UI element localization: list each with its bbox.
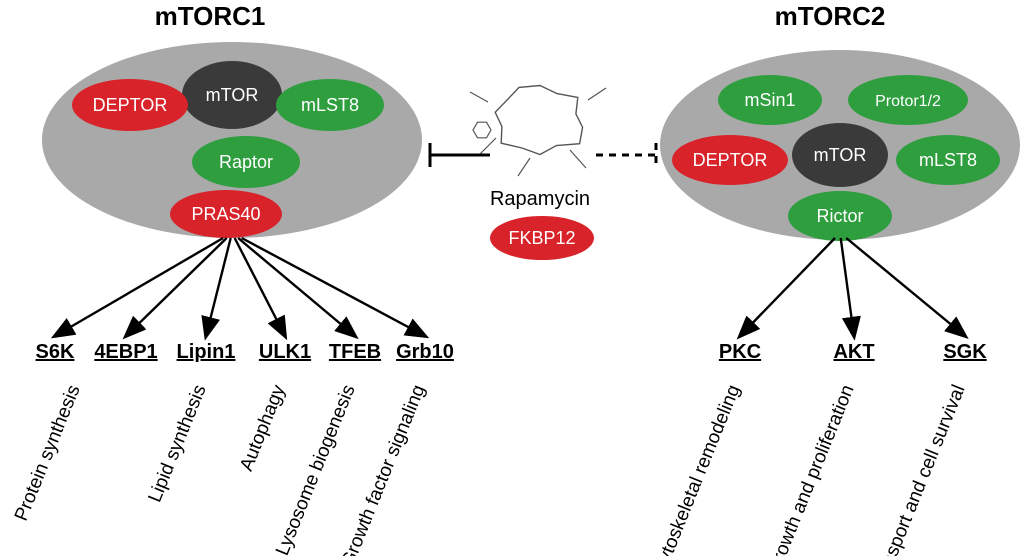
mTORC1-func-ULK1: Autophagy — [236, 382, 290, 475]
mTORC2-target-SGK: SGK — [943, 341, 987, 363]
svg-text:Lipid synthesis: Lipid synthesis — [144, 382, 210, 505]
node-mSin1-label: mSin1 — [744, 90, 795, 110]
node-FKBP12-label: FKBP12 — [508, 228, 575, 248]
mTORC2-arrow-SGK — [846, 238, 965, 336]
node-mTOR2-label: mTOR — [814, 145, 867, 165]
mTORC1-arrow-Grb10 — [242, 238, 425, 336]
mTORC1-target-Grb10: Grb10 — [396, 341, 454, 363]
node-DEPTOR-label: DEPTOR — [93, 95, 168, 115]
mTORC1-title: mTORC1 — [155, 1, 266, 31]
rapamycin-structure — [470, 86, 606, 177]
svg-text:Lysosome biogenesis: Lysosome biogenesis — [272, 382, 360, 556]
svg-text:Protein synthesis: Protein synthesis — [11, 382, 85, 524]
mTORC1-func-Lipin1: Lipid synthesis — [144, 382, 210, 505]
mTORC1-target-S6K: S6K — [36, 341, 75, 363]
mTORC1-arrow-Lipin1 — [206, 238, 231, 336]
mTORC1-target-TFEB: TFEB — [329, 341, 381, 363]
node-Protor-label: Protor1/2 — [875, 93, 941, 110]
mTORC2-func-AKT: Cell growth and proliferation — [751, 382, 859, 556]
node-PRAS40-label: PRAS40 — [191, 204, 260, 224]
mTORC2-title: mTORC2 — [775, 1, 886, 31]
rapamycin-label: Rapamycin — [490, 188, 590, 210]
mTORC1-arrow-ULK1 — [235, 238, 285, 336]
node-DEPTOR2-label: DEPTOR — [693, 150, 768, 170]
svg-text:Cell growth and proliferation: Cell growth and proliferation — [751, 382, 859, 556]
node-mLST8-label: mLST8 — [301, 95, 359, 115]
node-Raptor-label: Raptor — [219, 152, 273, 172]
mTORC1-func-S6K: Protein synthesis — [11, 382, 85, 524]
svg-text:Autophagy: Autophagy — [236, 382, 290, 475]
node-mLST8_2-label: mLST8 — [919, 150, 977, 170]
mTORC1-target-ULK1: ULK1 — [259, 341, 311, 363]
mTORC2-arrow-PKC — [740, 238, 835, 336]
mTORC1-arrow-TFEB — [238, 238, 355, 336]
node-Rictor-label: Rictor — [816, 206, 863, 226]
mTORC1-func-TFEB: Lysosome biogenesis — [272, 382, 360, 556]
node-mTOR-label: mTOR — [206, 85, 259, 105]
svg-text:Ion transport and cell surviva: Ion transport and cell survival — [858, 382, 970, 556]
svg-text:Cytoskeletal remodeling: Cytoskeletal remodeling — [649, 382, 744, 556]
diagram-canvas: mTORC1 mTOR DEPTOR mLST8 Raptor PRAS40 mTORC2 m… — [0, 0, 1024, 556]
mTORC2-target-PKC: PKC — [719, 341, 761, 363]
mTORC1-arrow-S6K — [55, 238, 223, 336]
mTORC2-func-SGK: Ion transport and cell survival — [858, 382, 970, 556]
mTORC2-arrow-AKT — [841, 238, 854, 336]
mTORC2-func-PKC: Cytoskeletal remodeling — [649, 382, 744, 556]
mTORC1-target-Lipin1: Lipin1 — [177, 341, 236, 363]
mTORC2-target-AKT: AKT — [833, 341, 874, 363]
mTORC1-target-4EBP1: 4EBP1 — [94, 341, 157, 363]
